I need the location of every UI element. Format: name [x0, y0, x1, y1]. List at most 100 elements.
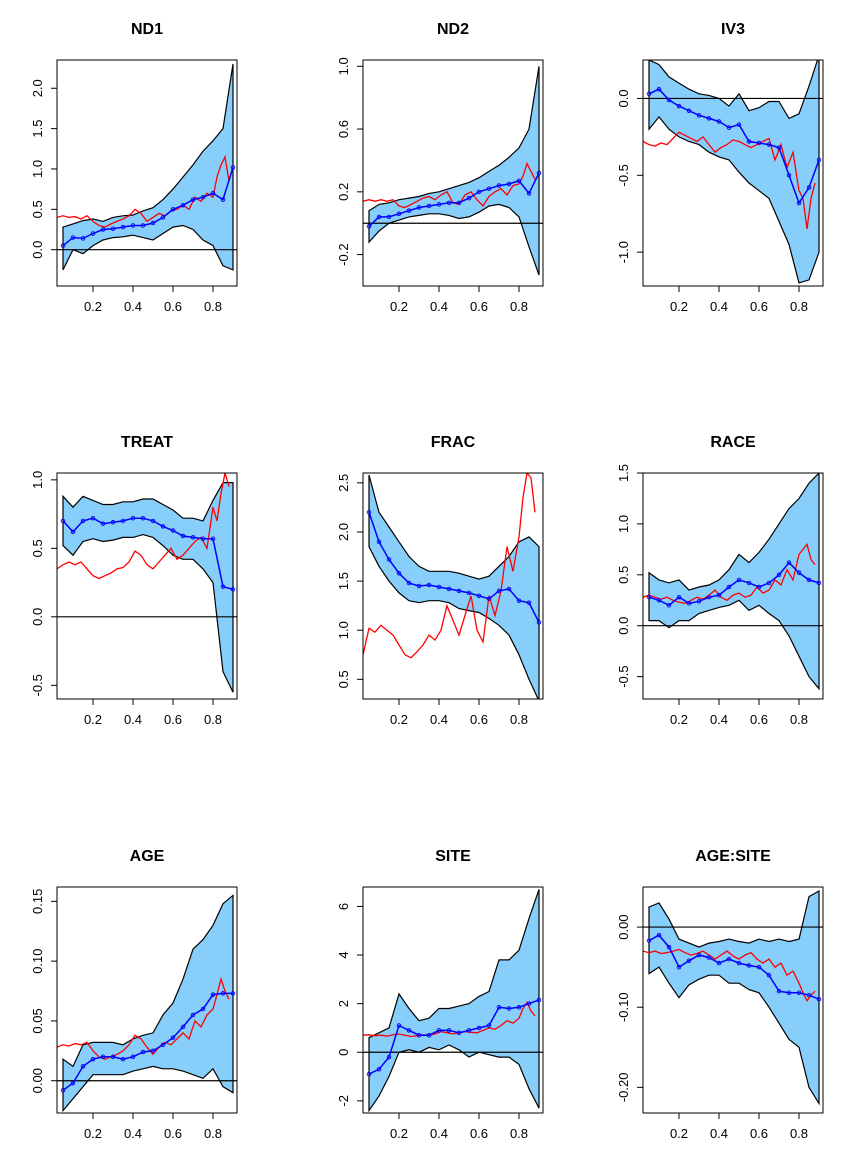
x-tick-label: 0.4 — [124, 712, 142, 727]
estimate-point — [786, 560, 792, 565]
panel-frame — [56, 886, 238, 1114]
estimate-point — [676, 103, 682, 109]
estimate-point — [386, 1054, 392, 1060]
estimate-point — [806, 577, 812, 583]
estimate-point — [120, 518, 126, 524]
panel-title-age: AGE — [130, 848, 165, 865]
x-tick-label: 0.8 — [204, 1126, 222, 1141]
confidence-band — [648, 473, 820, 691]
estimate-point — [110, 520, 116, 525]
estimate-point — [436, 1028, 442, 1033]
estimate-point — [696, 113, 702, 118]
estimate-point — [476, 189, 482, 195]
x-tick-label: 0.6 — [470, 299, 488, 314]
confidence-band — [62, 63, 234, 271]
estimate-point — [120, 1056, 126, 1062]
x-tick-label: 0.8 — [510, 299, 528, 314]
reference-line — [57, 473, 230, 580]
x-tick-label: 0.2 — [390, 1126, 408, 1141]
y-tick-label: 2.0 — [30, 79, 45, 97]
estimate-point — [406, 580, 412, 586]
y-tick-label: 1.0 — [616, 515, 631, 533]
plot-area-nd1 — [57, 63, 237, 271]
estimate-point — [536, 997, 542, 1003]
estimate-point — [506, 586, 512, 592]
estimate-point — [726, 956, 732, 962]
estimate-point — [446, 586, 452, 592]
y-tick-label: 0.10 — [30, 948, 45, 973]
x-tick-label: 0.4 — [710, 299, 728, 314]
estimate-point — [220, 584, 226, 589]
panel-frame — [362, 472, 544, 700]
y-tick-label: 1.0 — [336, 57, 351, 75]
estimate-point — [416, 1032, 422, 1038]
estimate-point — [746, 139, 752, 144]
x-tick-label: 0.6 — [750, 1126, 768, 1141]
plot-area-treat — [57, 473, 237, 693]
estimate-point — [130, 515, 136, 521]
estimate-point — [796, 990, 802, 996]
y-tick-label: 1.5 — [336, 572, 351, 590]
y-tick-label: 2.5 — [336, 474, 351, 492]
plot-area-age-site — [643, 889, 823, 1106]
estimate-point — [466, 590, 472, 596]
panel-title-age-site: AGE:SITE — [695, 848, 771, 865]
estimate-point — [210, 536, 216, 541]
estimate-point — [776, 145, 782, 150]
estimate-point — [200, 194, 206, 200]
y-tick-label: 2.0 — [336, 523, 351, 541]
estimate-point — [90, 1056, 96, 1062]
panel-race: RACE 0.2 0.4 0.6 0.8 -0.5 0.0 0.5 1.0 1.5 — [616, 434, 824, 727]
estimate-point — [486, 186, 492, 191]
x-tick-label: 0.2 — [84, 1126, 102, 1141]
estimate-point — [60, 243, 66, 248]
x-tick-label: 0.6 — [750, 712, 768, 727]
panel-nd1: ND1 0.2 0.4 0.6 0.8 0.0 0.5 1.0 1.5 2.0 — [30, 21, 238, 314]
x-tick-label: 0.2 — [84, 712, 102, 727]
y-tick-label: 0.0 — [616, 89, 631, 107]
reference-line — [57, 976, 230, 1060]
estimate-point — [816, 157, 822, 163]
estimate-point — [686, 958, 692, 963]
y-tick-label: 0 — [336, 1049, 351, 1056]
estimate-point — [140, 223, 146, 228]
estimate-point — [456, 1030, 462, 1036]
panel-title-frac: FRAC — [431, 434, 476, 451]
estimate-point — [656, 598, 662, 603]
estimate-point — [150, 518, 156, 524]
estimate-point — [200, 536, 206, 541]
confidence-band — [368, 889, 540, 1113]
y-tick-label: 0.5 — [616, 566, 631, 584]
estimate-point — [80, 1064, 86, 1069]
estimate-point — [716, 592, 722, 598]
estimate-point — [160, 1042, 166, 1048]
y-tick-label: -2 — [336, 1095, 351, 1107]
estimate-point — [736, 122, 742, 127]
panel-frame — [642, 472, 824, 700]
x-tick-label: 0.2 — [84, 299, 102, 314]
estimate-point — [746, 580, 752, 586]
estimate-point — [220, 197, 226, 202]
estimate-point — [180, 533, 186, 539]
x-tick-label: 0.2 — [390, 712, 408, 727]
estimate-point — [426, 582, 432, 588]
estimate-point — [426, 1032, 432, 1038]
estimate-point — [516, 1005, 522, 1010]
estimate-point — [436, 584, 442, 590]
y-tick-label: -0.5 — [616, 665, 631, 687]
estimate-point — [230, 587, 236, 592]
y-tick-label: 1.5 — [30, 120, 45, 138]
confidence-band — [648, 60, 820, 284]
reference-line — [363, 473, 536, 659]
estimate-point — [696, 599, 702, 604]
y-tick-label: -1.0 — [616, 241, 631, 263]
estimate-point — [170, 1035, 176, 1040]
y-tick-label: 0.5 — [336, 670, 351, 688]
x-tick-label: 0.6 — [164, 1126, 182, 1141]
y-tick-label: 0.15 — [30, 889, 45, 914]
estimate-point — [446, 200, 452, 206]
estimate-point — [210, 190, 216, 196]
estimate-point — [386, 214, 392, 220]
estimate-point — [70, 235, 76, 240]
estimate-point — [706, 594, 712, 600]
